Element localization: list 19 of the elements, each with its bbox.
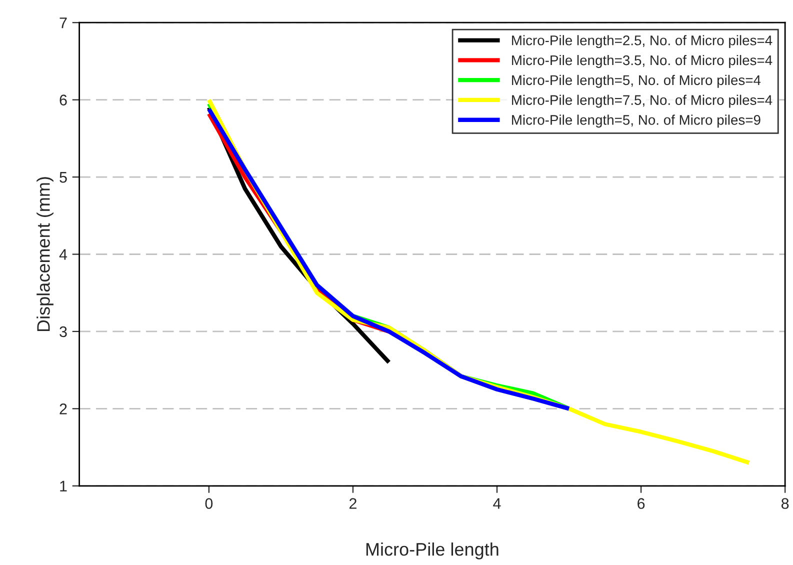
x-tick-label: 2 [349,498,356,509]
y-axis-title: Displacement (mm) [36,177,54,332]
legend-label: Micro-Pile length=7.5, No. of Micro piles=4 [512,94,772,108]
y-tick-label: 6 [60,94,67,106]
legend-label: Micro-Pile length=5, No. of Micro piles=4 [512,74,761,88]
legend-label: Micro-Pile length=2.5, No. of Micro piles=4 [512,35,772,48]
y-tick-label: 3 [60,326,67,338]
y-tick-label: 1 [60,480,67,492]
y-tick-label: 2 [60,404,67,414]
x-tick-label: 8 [781,498,789,509]
x-axis-title: Micro-Pile length [366,542,498,560]
y-tick-label: 4 [59,249,68,260]
x-tick-label: 0 [205,498,213,509]
y-tick-label: 7 [60,18,67,28]
legend-label: Micro-Pile length=3.5, No. of Micro piles=4 [512,54,772,68]
legend-label: Micro-Pile length=5, No. of Micro piles=9 [512,114,760,128]
x-tick-label: 6 [638,498,645,509]
x-tick-label: 4 [493,498,501,509]
y-tick-label: 5 [60,172,67,183]
